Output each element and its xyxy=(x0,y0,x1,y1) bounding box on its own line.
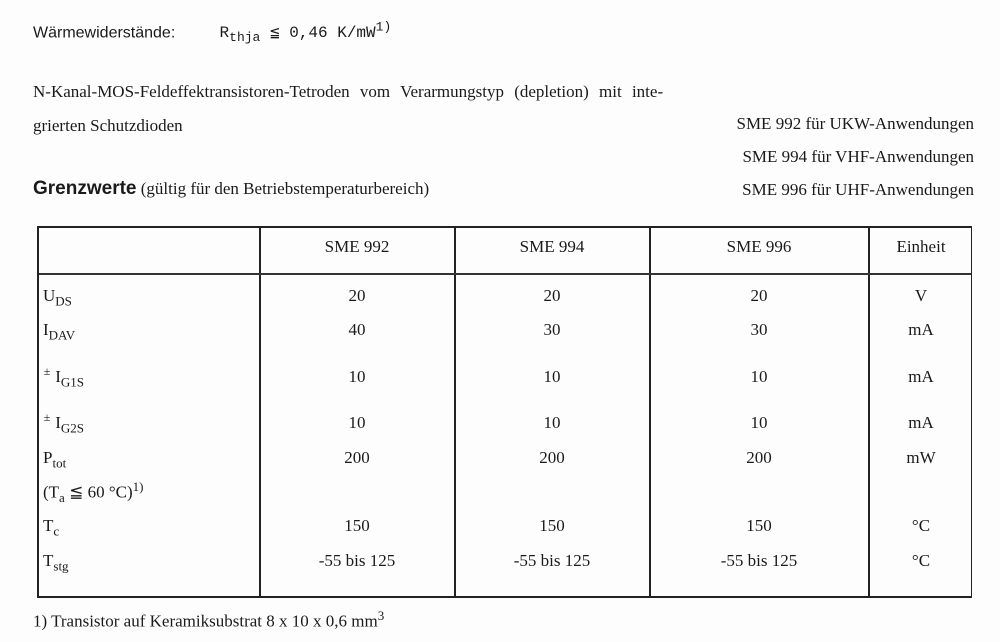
type-line-994: SME 994 für VHF-Anwendungen xyxy=(742,147,974,167)
column-header: SME 996 xyxy=(726,237,792,256)
table-cell-value: 10 xyxy=(348,413,366,432)
intro-line-1: N-Kanal-MOS-Feldeffektransistoren-Tetrod… xyxy=(33,82,664,101)
table-cell-value: 150 xyxy=(344,516,370,535)
type-name: SME 992 xyxy=(736,114,802,133)
row-symbol: P xyxy=(43,448,53,467)
header-divider xyxy=(39,273,971,275)
type-use: für VHF-Anwendungen xyxy=(811,147,974,166)
column-divider xyxy=(868,228,870,596)
table-cell-value: 10 xyxy=(543,413,561,432)
table-cell-value: 150 xyxy=(746,516,772,535)
table-cell-value: -55 bis 125 xyxy=(513,551,591,570)
table-cell-unit: V xyxy=(914,286,928,305)
footnote-sup: 3 xyxy=(377,608,385,623)
section-title: Grenzwerte xyxy=(33,178,137,199)
column-header: SME 994 xyxy=(519,237,585,256)
type-line-992: SME 992 für UKW-Anwendungen xyxy=(736,114,974,134)
table-cell-value: 200 xyxy=(539,448,565,467)
thermal-symbol-sub: thja xyxy=(229,30,261,46)
row-symbol-sub: G2S xyxy=(60,420,85,436)
table-cell-value: 40 xyxy=(348,320,366,339)
condition-footnote-ref: 1) xyxy=(132,479,144,494)
column-header: SME 992 xyxy=(324,237,390,256)
thermal-relation: ≦ xyxy=(269,24,280,43)
row-label: ± IG1S xyxy=(43,364,85,390)
table-cell-unit: mW xyxy=(906,448,936,467)
row-symbol-sub: DAV xyxy=(48,327,76,343)
row-label: Tc xyxy=(43,516,59,539)
row-label: ± IG2S xyxy=(43,410,85,436)
table-cell-value: 10 xyxy=(750,413,768,432)
row-label: Tstg xyxy=(43,551,69,574)
row-label: IDAV xyxy=(43,320,75,343)
condition-rest: ≦ 60 °C) xyxy=(64,482,133,502)
thermal-footnote-ref: 1) xyxy=(375,20,392,35)
section-subtitle: (gültig für den Betriebstemperaturbereic… xyxy=(140,179,430,198)
type-use: für UKW-Anwendungen xyxy=(805,114,974,133)
row-symbol-sub: G1S xyxy=(60,374,85,390)
table-cell-value: 30 xyxy=(543,320,561,339)
table-cell-value: 200 xyxy=(746,448,772,467)
column-header: Einheit xyxy=(896,237,946,256)
row-condition: (Ta ≦ 60 °C)1) xyxy=(43,479,143,506)
section-heading: Grenzwerte (gültig für den Betriebstempe… xyxy=(33,178,429,200)
row-symbol: I xyxy=(55,413,61,432)
column-divider xyxy=(649,228,651,596)
table-cell-unit: mA xyxy=(908,413,934,432)
table-cell-value: 20 xyxy=(348,286,366,305)
row-symbol-sub: DS xyxy=(55,293,72,309)
thermal-label: Wärmewiderstände: xyxy=(33,24,176,42)
limits-table: SME 992 SME 994 SME 996 Einheit UDS 20 20 20 V ID… xyxy=(37,226,972,598)
plus-minus-sign: ± xyxy=(43,410,51,424)
type-name: SME 994 xyxy=(742,147,808,166)
footnote: 1) Transistor auf Keramiksubstrat 8 x 10… xyxy=(33,608,384,632)
table-cell-value: 30 xyxy=(750,320,768,339)
footnote-text: 1) Transistor auf Keramiksubstrat 8 x 10… xyxy=(33,611,378,631)
condition-sub: a xyxy=(59,490,65,506)
table-cell-unit: °C xyxy=(911,551,931,570)
type-line-996: SME 996 für UHF-Anwendungen xyxy=(742,180,974,200)
table-cell-value: 10 xyxy=(543,367,561,386)
thermal-value: 0,46 K/mW xyxy=(289,24,376,43)
row-symbol: I xyxy=(43,320,49,339)
column-divider xyxy=(259,228,261,596)
row-symbol-sub: c xyxy=(53,523,60,539)
row-symbol-sub: tot xyxy=(52,455,67,471)
thermal-resistance-line: Wärmewiderstände: Rthja ≦ 0,46 K/mW1) xyxy=(33,20,391,46)
column-divider xyxy=(454,228,456,596)
table-cell-value: 20 xyxy=(543,286,561,305)
thermal-formula: Rthja ≦ 0,46 K/mW1) xyxy=(219,20,392,46)
row-symbol: U xyxy=(43,286,56,305)
table-cell-value: -55 bis 125 xyxy=(318,551,396,570)
type-name: SME 996 xyxy=(742,180,807,199)
table-cell-value: 20 xyxy=(750,286,768,305)
condition-open: (T xyxy=(43,482,60,502)
table-cell-value: 10 xyxy=(348,367,366,386)
type-use: für UHF-Anwendungen xyxy=(811,180,974,199)
table-cell-unit: °C xyxy=(911,516,931,535)
table-cell-value: -55 bis 125 xyxy=(720,551,798,570)
table-cell-value: 10 xyxy=(750,367,768,386)
table-cell-value: 200 xyxy=(344,448,370,467)
intro-line-2: grierten Schutzdioden xyxy=(33,116,183,135)
table-cell-value: 150 xyxy=(539,516,565,535)
thermal-symbol: R xyxy=(219,24,230,43)
row-symbol: I xyxy=(55,367,61,386)
row-label: Ptot xyxy=(43,448,66,471)
row-label: UDS xyxy=(43,286,72,309)
table-cell-unit: mA xyxy=(908,367,934,386)
row-symbol: T xyxy=(43,516,54,535)
table-cell-unit: mA xyxy=(908,320,934,339)
plus-minus-sign: ± xyxy=(43,364,51,378)
row-symbol: T xyxy=(43,551,54,570)
row-symbol-sub: stg xyxy=(53,558,69,574)
